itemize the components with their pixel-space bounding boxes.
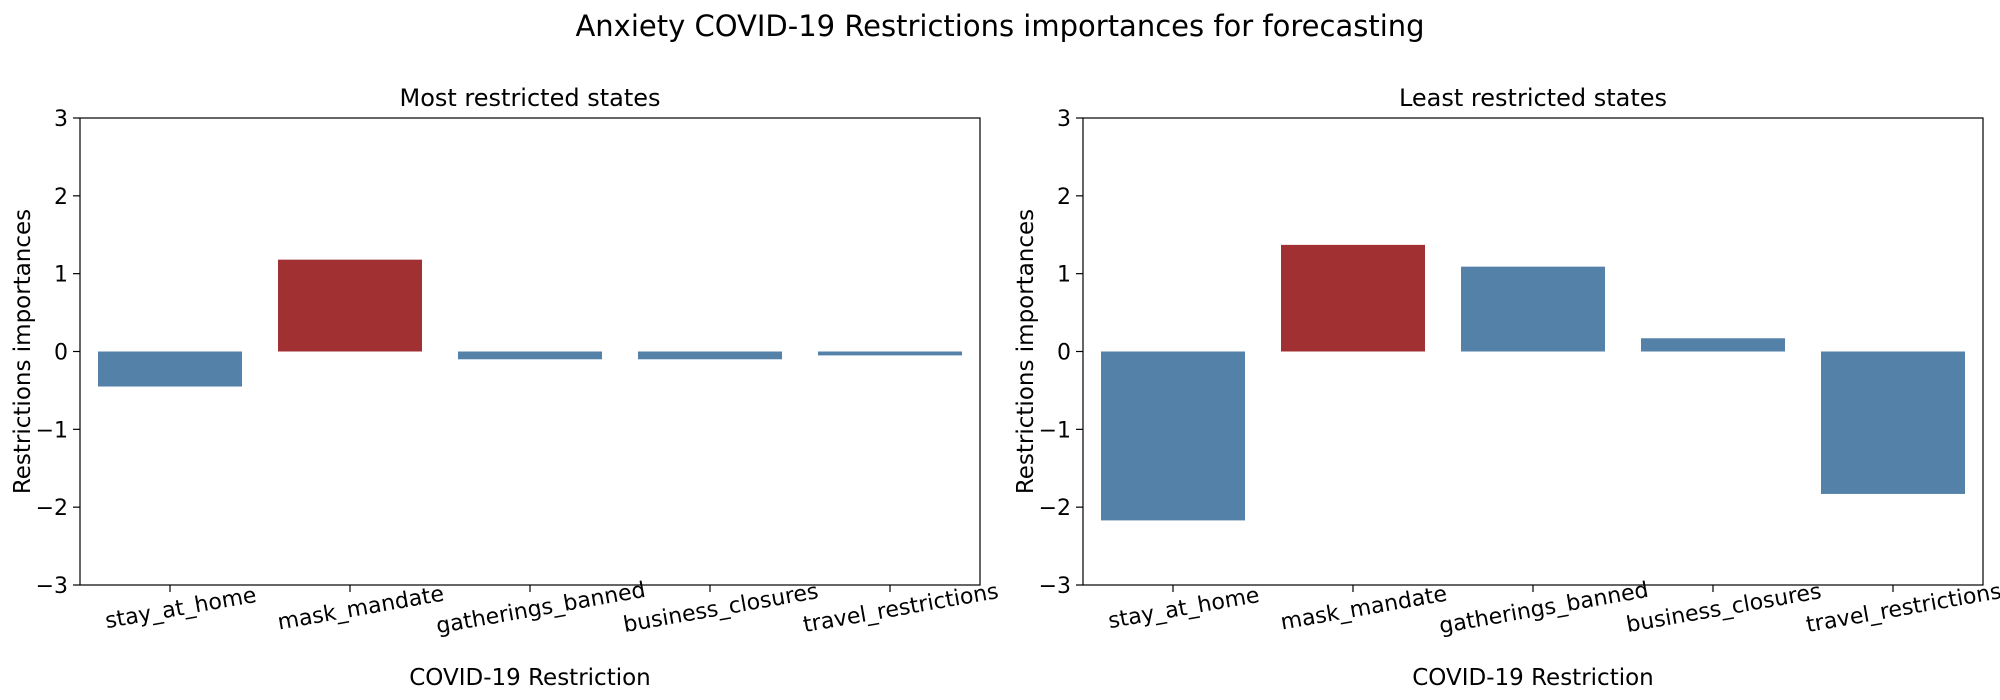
x-tick-label: travel_restrictions	[1804, 579, 2000, 638]
y-tick-label: 3	[1057, 107, 1071, 132]
y-axis-label: Restrictions importances	[10, 209, 36, 494]
y-tick-label: 0	[1057, 341, 1071, 366]
x-tick-label: mask_mandate	[276, 582, 446, 636]
bar-travel-restrictions	[818, 351, 962, 356]
panel-title: Most restricted states	[399, 84, 660, 112]
y-tick-label: 1	[54, 263, 68, 288]
bar-mask-mandate	[1281, 244, 1425, 352]
panel-title: Least restricted states	[1399, 84, 1667, 112]
x-tick-label: stay_at_home	[103, 583, 258, 634]
bar-business-closures	[1641, 338, 1785, 352]
bar-stay-at-home	[98, 351, 242, 387]
chart-panel-least-restricted: Least restricted states −3 −2 −1 0 1 2 3 stay_at…	[1013, 84, 2000, 691]
x-tick-label: gatherings_banned	[434, 578, 647, 639]
y-tick-label: 2	[1057, 185, 1071, 210]
x-tick-label: mask_mandate	[1279, 582, 1449, 636]
y-tick-label: 2	[54, 185, 68, 210]
y-tick-label: −2	[1039, 496, 1071, 521]
y-tick-label: −1	[36, 418, 68, 443]
bar-stay-at-home	[1101, 351, 1245, 521]
y-tick-label: −1	[1039, 418, 1071, 443]
bar-travel-restrictions	[1821, 351, 1965, 494]
x-axis-label: COVID-19 Restriction	[409, 665, 651, 691]
bar-business-closures	[638, 351, 782, 360]
x-axis-label: COVID-19 Restriction	[1412, 665, 1654, 691]
x-tick-label: stay_at_home	[1106, 583, 1261, 634]
chart-panel-most-restricted: Most restricted states −3 −2 −1 0 1 2 3 stay_at_…	[10, 84, 1000, 691]
y-tick-label: −3	[1039, 574, 1071, 599]
figure-title: Anxiety COVID-19 Restrictions importance…	[575, 9, 1424, 43]
y-tick-label: −2	[36, 496, 68, 521]
y-axis-label: Restrictions importances	[1013, 209, 1039, 494]
x-tick-label: business_closures	[1624, 579, 1823, 638]
bar-mask-mandate	[278, 259, 422, 352]
y-tick-label: −3	[36, 574, 68, 599]
y-tick-label: 0	[54, 341, 68, 366]
bar-gatherings-banned	[458, 351, 602, 360]
x-tick-label: business_closures	[621, 579, 820, 638]
y-tick-label: 3	[54, 107, 68, 132]
bar-gatherings-banned	[1461, 266, 1605, 352]
x-tick-label: travel_restrictions	[801, 579, 1000, 638]
x-tick-label: gatherings_banned	[1437, 578, 1650, 639]
y-tick-label: 1	[1057, 263, 1071, 288]
